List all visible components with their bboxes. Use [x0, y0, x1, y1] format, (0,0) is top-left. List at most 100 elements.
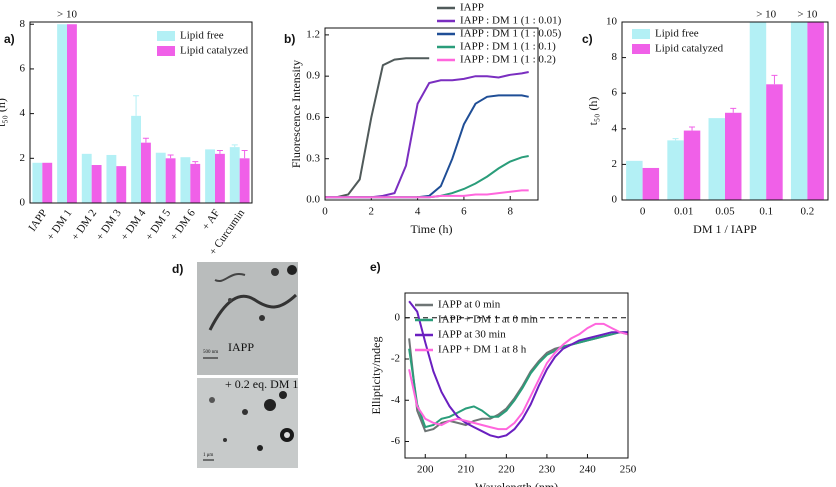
x-axis-label: Time (h) — [411, 222, 453, 236]
line — [408, 300, 628, 439]
x-tick-label: 210 — [458, 464, 475, 476]
panel-label: c) — [582, 32, 593, 46]
x-tick-label: 0.01 — [674, 206, 693, 218]
legend-label: IAPP + DM 1 at 0 min — [438, 314, 538, 326]
annotation: > 10 — [756, 9, 776, 21]
error-bar — [771, 74, 778, 85]
bar — [116, 166, 127, 203]
legend-label: IAPP at 30 min — [438, 329, 506, 341]
x-tick-label: IAPP — [26, 207, 50, 233]
x-tick-label: 6 — [461, 206, 467, 218]
y-axis-label: t₅₀ (h) — [586, 97, 600, 126]
y-axis-label: t₅₀ (h) — [0, 98, 8, 127]
y-tick-label: 6 — [612, 87, 618, 99]
micrograph-top — [197, 262, 298, 375]
x-tick-label: 200 — [417, 464, 434, 476]
x-tick-label: 220 — [498, 464, 515, 476]
panel-label: d) — [172, 262, 183, 276]
x-tick-label: 0.1 — [759, 206, 773, 218]
bar — [749, 22, 767, 200]
error-bar — [730, 107, 737, 113]
bar — [683, 130, 701, 200]
x-axis-label: Wavelength (nm) — [475, 480, 558, 487]
bar — [229, 147, 240, 203]
error-bar — [216, 149, 223, 154]
y-tick-label: 0 — [395, 311, 401, 323]
plot-frame — [404, 292, 629, 459]
legend-label: IAPP — [460, 2, 484, 14]
x-tick-label: 8 — [507, 206, 513, 218]
legend-swatch — [632, 29, 650, 39]
x-tick-label: 240 — [579, 464, 596, 476]
scale-bar-label: 500 nm — [203, 350, 218, 355]
bar — [790, 22, 808, 200]
x-tick-label: 0.05 — [715, 206, 735, 218]
y-tick-label: 8 — [612, 51, 618, 63]
x-tick-label: 4 — [415, 206, 421, 218]
x-tick-label: + DM 6 — [168, 207, 198, 243]
line — [325, 94, 529, 199]
error-bar — [241, 149, 248, 159]
y-tick-label: 8 — [20, 18, 26, 30]
bar — [155, 152, 166, 203]
legend-label: Lipid catalyzed — [655, 43, 724, 55]
error-bar — [192, 161, 199, 164]
y-tick-label: -4 — [391, 394, 401, 406]
y-tick-label: 0.9 — [306, 70, 320, 82]
annotation: > 10 — [797, 9, 817, 21]
y-tick-label: 10 — [606, 16, 618, 28]
y-tick-label: 0 — [612, 194, 618, 206]
bar — [239, 158, 250, 203]
y-tick-label: 1.2 — [306, 28, 320, 40]
bar — [131, 115, 141, 203]
legend-label: IAPP : DM 1 (1 : 0.1) — [460, 41, 556, 53]
y-tick-label: -2 — [391, 353, 400, 365]
bar — [626, 160, 643, 200]
bar — [32, 162, 43, 203]
x-axis-label: DM 1 / IAPP — [693, 222, 757, 236]
bar — [106, 154, 117, 203]
bar — [807, 22, 824, 200]
legend-swatch — [632, 44, 650, 54]
bar — [766, 84, 783, 200]
bar — [42, 162, 53, 203]
image-label: + 0.2 eq. DM 1 — [225, 377, 298, 391]
error-bar — [167, 154, 174, 159]
bar — [205, 149, 215, 203]
line — [408, 331, 628, 429]
x-tick-label: 2 — [369, 206, 375, 218]
x-tick-label: 0.2 — [801, 206, 815, 218]
bar — [190, 163, 201, 203]
plot-frame — [324, 27, 539, 201]
bar — [725, 112, 742, 200]
y-tick-label: 0.6 — [306, 111, 320, 123]
y-axis-label: Fluorescence Intensity — [289, 60, 303, 168]
x-tick-label: 0 — [640, 206, 646, 218]
legend-label: Lipid free — [180, 30, 224, 42]
y-axis-label: Ellipticity/mdeg — [369, 337, 383, 415]
legend-label: Lipid catalyzed — [180, 45, 249, 57]
error-bar — [133, 95, 140, 116]
bar — [91, 165, 102, 203]
error-bar — [672, 138, 679, 141]
line — [325, 155, 529, 199]
y-tick-label: 0.0 — [306, 194, 320, 206]
bar — [165, 158, 176, 203]
panel-label: e) — [370, 260, 381, 274]
annotation: > 10 — [57, 9, 77, 21]
bar — [81, 153, 92, 203]
panel-label: b) — [284, 32, 295, 46]
y-tick-label: 2 — [612, 158, 618, 170]
bar — [708, 118, 725, 200]
bar — [57, 24, 67, 203]
error-bar — [231, 144, 238, 148]
legend-swatch — [157, 46, 175, 56]
x-tick-label: + AF — [200, 207, 223, 232]
bar — [667, 140, 684, 200]
plot-frame — [29, 21, 253, 204]
y-tick-label: -6 — [391, 435, 401, 447]
bar — [141, 142, 151, 203]
y-tick-label: 4 — [612, 122, 618, 134]
x-tick-label: 250 — [620, 464, 637, 476]
